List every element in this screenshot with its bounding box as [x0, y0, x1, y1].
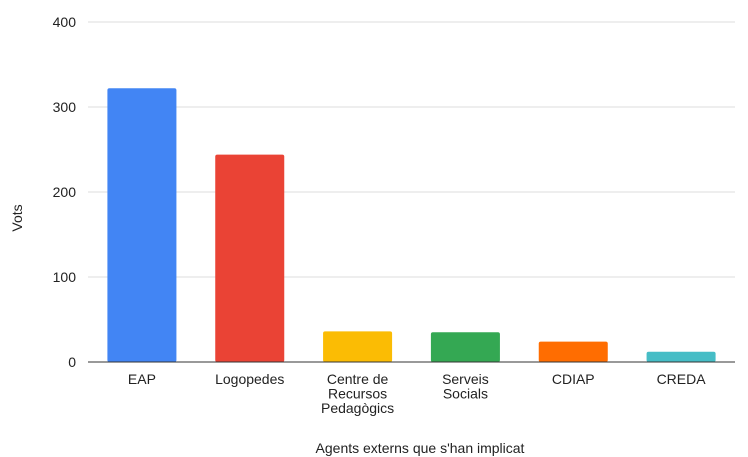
- x-axis-title: Agents externs que s'han implicat: [316, 440, 525, 456]
- x-tick-label: Serveis Socials: [442, 371, 489, 402]
- y-tick-label: 400: [53, 14, 77, 30]
- bar-creda: [646, 351, 716, 362]
- bars: [107, 88, 716, 363]
- bar-logopedes: [215, 154, 285, 362]
- y-tick-label: 0: [68, 354, 76, 370]
- y-axis-title: Vots: [9, 204, 25, 231]
- y-tick-label: 100: [53, 269, 77, 285]
- bar-eap: [107, 88, 177, 363]
- x-tick-label: CDIAP: [552, 371, 595, 387]
- x-tick-label: EAP: [128, 371, 156, 387]
- x-tick-label: CREDA: [657, 371, 707, 387]
- bar-serveis-socials: [430, 332, 500, 362]
- y-tick-label: 300: [53, 99, 77, 115]
- gridlines: [88, 21, 735, 278]
- x-tick-label: Logopedes: [215, 371, 284, 387]
- x-tick-label: Centre de Recursos Pedagògics: [321, 371, 394, 416]
- bar-centre-de-recursos-pedag-gics: [323, 331, 393, 362]
- bar-cdiap: [538, 341, 608, 362]
- y-tick-label: 200: [53, 184, 77, 200]
- y-axis-ticks: 0 100 200 300 400: [53, 14, 77, 370]
- x-axis-ticks: EAP Logopedes Centre de Recursos Pedagògics S…: [128, 371, 706, 416]
